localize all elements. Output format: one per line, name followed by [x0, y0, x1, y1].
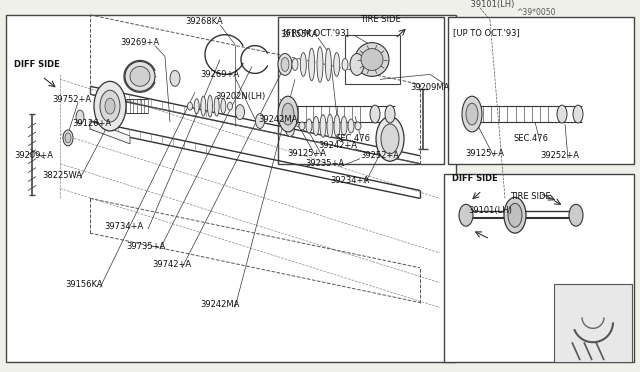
Polygon shape — [90, 121, 130, 144]
Ellipse shape — [385, 105, 395, 123]
Text: 39252+A: 39252+A — [540, 151, 579, 160]
Ellipse shape — [306, 119, 312, 133]
Ellipse shape — [282, 103, 294, 125]
Text: 39734+A: 39734+A — [104, 222, 143, 231]
Ellipse shape — [227, 102, 232, 110]
Text: TIRE SIDE: TIRE SIDE — [510, 192, 551, 201]
Bar — [444, 174, 634, 362]
Ellipse shape — [342, 58, 348, 70]
Ellipse shape — [278, 96, 298, 132]
Text: 39101(LH): 39101(LH) — [468, 206, 512, 215]
Text: ^39*0050: ^39*0050 — [516, 9, 556, 17]
Text: 39202N(LH): 39202N(LH) — [215, 92, 265, 101]
Text: DIFF SIDE: DIFF SIDE — [14, 60, 60, 69]
Ellipse shape — [194, 99, 199, 113]
Ellipse shape — [370, 105, 380, 123]
Text: 39269+A: 39269+A — [120, 38, 159, 47]
Ellipse shape — [236, 105, 244, 119]
Ellipse shape — [278, 54, 292, 76]
Ellipse shape — [333, 52, 340, 76]
FancyBboxPatch shape — [554, 284, 632, 362]
Ellipse shape — [188, 102, 193, 110]
Text: 39156KA: 39156KA — [65, 280, 102, 289]
Ellipse shape — [355, 43, 389, 76]
Ellipse shape — [327, 114, 333, 138]
Ellipse shape — [504, 198, 526, 233]
Text: 39242+A: 39242+A — [318, 141, 357, 150]
Ellipse shape — [361, 49, 383, 70]
Ellipse shape — [130, 67, 150, 86]
Ellipse shape — [201, 96, 206, 116]
Text: 39235+A: 39235+A — [305, 159, 344, 168]
Ellipse shape — [381, 124, 399, 154]
Ellipse shape — [94, 81, 126, 131]
Ellipse shape — [255, 113, 264, 128]
Ellipse shape — [76, 110, 84, 124]
Ellipse shape — [292, 58, 298, 70]
Text: 39242MA: 39242MA — [258, 115, 298, 124]
Ellipse shape — [508, 203, 522, 227]
Bar — [448, 17, 634, 164]
Ellipse shape — [317, 46, 323, 82]
Text: 38225WA: 38225WA — [42, 171, 82, 180]
Text: 39234+A: 39234+A — [330, 176, 369, 185]
Ellipse shape — [285, 122, 294, 137]
Text: 39126+A: 39126+A — [72, 119, 111, 128]
Ellipse shape — [313, 116, 319, 135]
Ellipse shape — [221, 99, 226, 113]
Text: 39242MA: 39242MA — [200, 300, 239, 309]
Ellipse shape — [573, 105, 583, 123]
Ellipse shape — [300, 52, 307, 76]
Bar — [345, 35, 400, 84]
Text: [UP TO OCT.'93]: [UP TO OCT.'93] — [453, 28, 520, 37]
Ellipse shape — [466, 103, 478, 125]
Ellipse shape — [214, 96, 219, 116]
Text: 39209+A: 39209+A — [14, 151, 53, 160]
Text: 39735+A: 39735+A — [126, 241, 165, 250]
Text: DIFF SIDE: DIFF SIDE — [452, 174, 498, 183]
Ellipse shape — [63, 130, 73, 146]
Text: 39268KA: 39268KA — [185, 17, 223, 26]
Ellipse shape — [308, 48, 315, 81]
Text: TIRE SIDE: TIRE SIDE — [360, 15, 401, 24]
Text: 39742+A: 39742+A — [152, 260, 191, 269]
Text: 39125+A: 39125+A — [287, 149, 326, 158]
Ellipse shape — [341, 116, 347, 135]
Ellipse shape — [207, 95, 212, 117]
Ellipse shape — [125, 61, 155, 91]
Ellipse shape — [65, 133, 71, 143]
Ellipse shape — [334, 115, 340, 137]
Text: [FROM OCT.'93]: [FROM OCT.'93] — [283, 28, 349, 37]
Ellipse shape — [459, 204, 473, 226]
Ellipse shape — [100, 90, 120, 122]
Text: SEC.476: SEC.476 — [335, 134, 370, 143]
Ellipse shape — [376, 116, 404, 161]
Ellipse shape — [105, 98, 115, 114]
Text: 39101(LH): 39101(LH) — [460, 0, 515, 9]
Ellipse shape — [281, 58, 289, 71]
Ellipse shape — [355, 122, 361, 130]
Ellipse shape — [350, 54, 364, 76]
Bar — [6, 15, 456, 362]
Ellipse shape — [170, 70, 180, 86]
Ellipse shape — [325, 48, 332, 81]
Ellipse shape — [557, 105, 567, 123]
Bar — [278, 17, 444, 164]
Text: 39752+A: 39752+A — [52, 95, 91, 104]
Text: 39269+A: 39269+A — [200, 70, 239, 79]
Text: 39125+A: 39125+A — [465, 149, 504, 158]
Ellipse shape — [462, 96, 482, 132]
Text: SEC.476: SEC.476 — [513, 134, 548, 143]
Ellipse shape — [569, 204, 583, 226]
Ellipse shape — [320, 115, 326, 137]
Text: 39252+A: 39252+A — [360, 151, 399, 160]
Text: 39209MA: 39209MA — [410, 83, 449, 92]
Ellipse shape — [348, 119, 354, 133]
Text: 39155KA: 39155KA — [280, 30, 317, 39]
Ellipse shape — [299, 122, 305, 130]
